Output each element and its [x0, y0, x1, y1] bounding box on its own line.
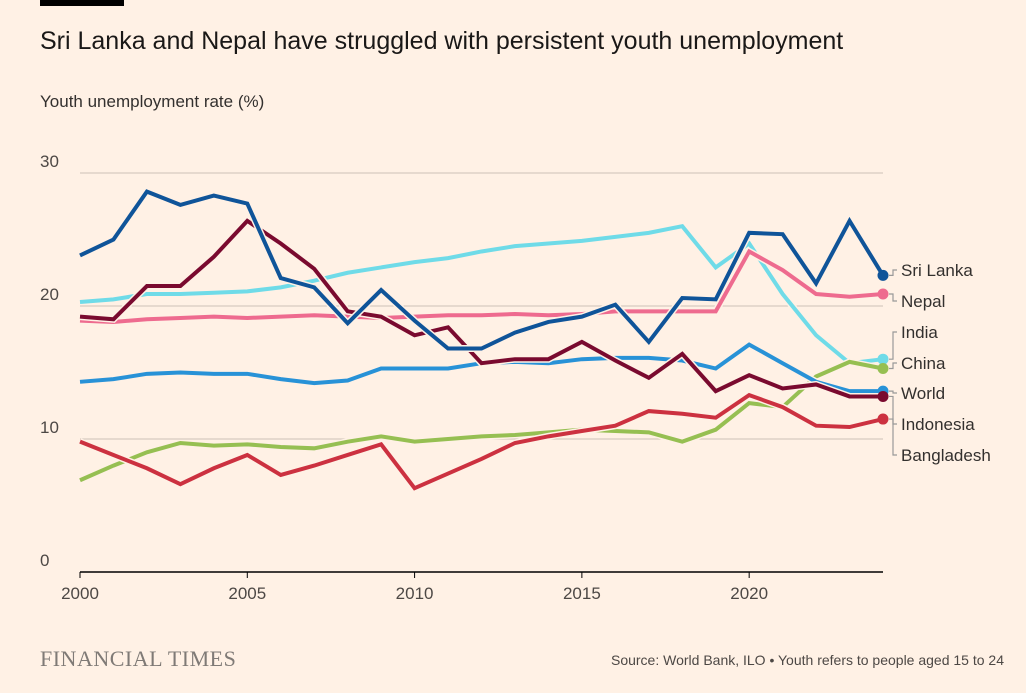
x-tick-label: 2000 — [61, 584, 99, 603]
y-tick-label: 30 — [40, 152, 59, 171]
label-connector — [889, 362, 897, 370]
x-tick-label: 2015 — [563, 584, 601, 603]
ft-logo: FINANCIAL TIMES — [40, 646, 237, 671]
end-point-sri-lanka — [877, 269, 889, 281]
series-label: World — [901, 384, 945, 403]
series-label: India — [901, 323, 938, 342]
end-point-nepal — [877, 288, 889, 300]
label-connector — [889, 390, 897, 394]
series-line-indonesia — [79, 218, 883, 399]
series-line-bangladesh — [79, 392, 884, 491]
series-line-china — [79, 359, 884, 483]
label-connector — [889, 293, 897, 302]
series-line-india — [79, 224, 884, 366]
series-label: Indonesia — [901, 415, 975, 434]
series-line-nepal — [79, 248, 884, 324]
x-tick-label: 2020 — [730, 584, 768, 603]
end-point-india — [877, 353, 889, 365]
series-label: Sri Lanka — [901, 261, 973, 280]
label-connector — [889, 418, 897, 456]
label-connector — [889, 331, 897, 360]
source-note: Source: World Bank, ILO • Youth refers t… — [610, 652, 1004, 668]
end-point-indonesia — [877, 390, 889, 402]
label-connector — [889, 395, 897, 425]
ft-top-bar — [40, 0, 124, 6]
y-tick-label: 20 — [40, 285, 59, 304]
chart-title: Sri Lanka and Nepal have struggled with … — [40, 27, 844, 55]
x-tick-label: 2010 — [396, 584, 434, 603]
x-tick-label: 2005 — [228, 584, 266, 603]
series-label: Bangladesh — [901, 446, 991, 465]
series-outline — [79, 246, 884, 326]
end-point-bangladesh — [877, 413, 889, 425]
end-point-china — [877, 363, 889, 375]
y-tick-label: 10 — [40, 418, 59, 437]
y-axis-label: Youth unemployment rate (%) — [40, 92, 265, 111]
series-line-sri-lanka — [79, 189, 885, 351]
y-tick-label: 0 — [40, 551, 49, 570]
series-label: China — [901, 354, 946, 373]
series-label: Nepal — [901, 292, 945, 311]
label-connector — [889, 269, 897, 277]
